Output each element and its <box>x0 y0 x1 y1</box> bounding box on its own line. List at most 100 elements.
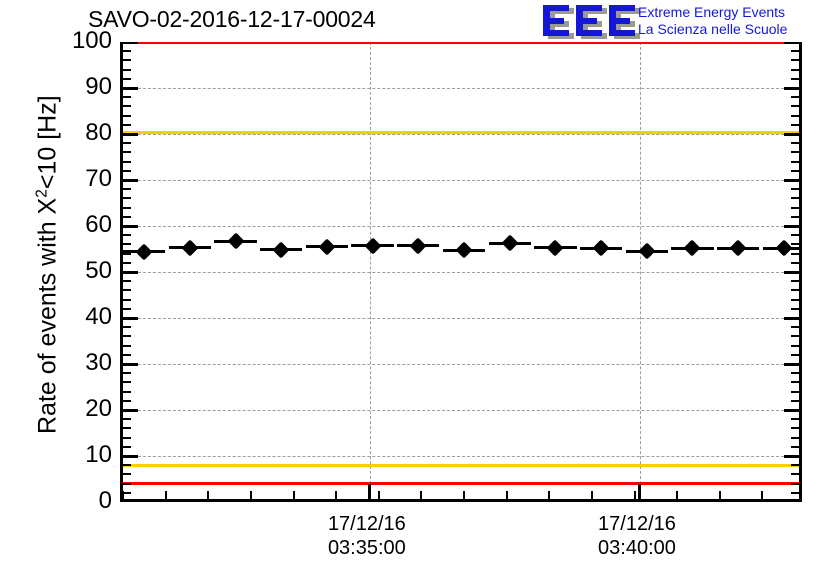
y-axis-tick <box>123 86 138 90</box>
y-axis-tick <box>123 298 131 301</box>
data-point-marker <box>409 237 427 255</box>
y-axis-tick <box>791 399 799 402</box>
y-axis-tick <box>123 178 138 182</box>
y-axis-tick <box>123 418 131 421</box>
y-axis-tick <box>791 123 799 126</box>
y-axis-tick <box>123 169 131 172</box>
y-axis-tick <box>784 178 799 182</box>
eee-logo-mark <box>540 5 640 39</box>
data-point-marker <box>318 238 336 256</box>
threshold-line-upper-warning <box>123 131 799 135</box>
y-axis-tick <box>784 86 799 90</box>
y-axis-tick <box>123 42 138 44</box>
y-axis-tick <box>123 473 131 476</box>
x-axis-tick <box>123 491 124 499</box>
y-axis-tick <box>123 132 138 136</box>
eee-logo-letter-3 <box>609 5 635 36</box>
y-axis-tick <box>123 436 131 439</box>
x-axis-tick-label-line: 03:40:00 <box>598 537 676 559</box>
y-axis-tick <box>791 298 799 301</box>
y-axis-tick <box>123 408 138 412</box>
eee-logo-line1: Extreme Energy Events <box>638 4 786 20</box>
x-axis-tick-major <box>368 484 372 499</box>
threshold-line-lower-alarm <box>123 482 799 486</box>
y-axis-tick <box>784 224 799 228</box>
y-axis-tick <box>791 326 799 329</box>
y-axis-tick <box>791 252 799 255</box>
x-axis-tick-major <box>638 484 642 499</box>
y-axis-tick <box>123 114 131 117</box>
y-axis-tick <box>784 42 799 44</box>
y-axis-tick <box>123 491 131 494</box>
x-axis-tick-label-line: 17/12/16 <box>598 513 676 535</box>
threshold-line-lower-warning <box>123 463 799 467</box>
y-axis-tick <box>791 77 799 80</box>
y-axis-tick <box>123 362 138 366</box>
x-axis-tick <box>335 491 338 499</box>
y-axis-tick-label: 60 <box>85 211 112 238</box>
y-axis-tick <box>791 280 799 283</box>
plot-frame <box>120 42 802 502</box>
eee-logo-letter-1 <box>543 5 569 36</box>
y-axis-tick <box>123 390 131 393</box>
y-axis-tick <box>791 114 799 117</box>
y-axis-tick <box>791 427 799 430</box>
y-axis-tick <box>784 316 799 320</box>
y-axis-tick-label: 20 <box>85 395 112 422</box>
y-axis-tick <box>123 353 131 356</box>
y-axis-tick <box>791 381 799 384</box>
y-axis-tick <box>791 307 799 310</box>
y-axis-tick <box>791 344 799 347</box>
y-axis-tick <box>123 142 131 145</box>
y-axis-tick <box>123 261 131 264</box>
y-axis-tick <box>123 160 131 163</box>
y-axis-tick <box>123 96 131 99</box>
data-point-marker <box>227 232 245 250</box>
y-axis-tick <box>123 427 131 430</box>
y-axis-tick <box>123 335 131 338</box>
y-axis-tick <box>123 197 131 200</box>
gridline-horizontal <box>123 410 799 411</box>
x-axis-tick <box>718 491 721 499</box>
x-axis-tick <box>590 491 593 499</box>
y-axis-tick <box>784 362 799 366</box>
y-axis-tick <box>791 215 799 218</box>
gridline-vertical <box>369 42 371 499</box>
x-axis-tick <box>249 491 252 499</box>
data-point-marker <box>501 234 519 252</box>
y-axis-tick <box>123 206 131 209</box>
gridline-horizontal <box>123 88 799 89</box>
y-axis-tick <box>791 59 799 62</box>
x-axis-tick <box>548 491 551 499</box>
x-axis-tick <box>377 491 380 499</box>
data-point-marker <box>546 239 564 257</box>
page-title: SAVO-02-2016-12-17-00024 <box>88 6 376 32</box>
y-axis-tick-label: 0 <box>98 487 112 514</box>
x-axis-tick-label-line: 03:35:00 <box>327 537 406 559</box>
eee-logo-line2: La Scienza nelle Scuole <box>638 21 788 37</box>
y-axis-tick <box>791 68 799 71</box>
y-axis-tick <box>123 445 131 448</box>
y-axis-tick <box>123 68 131 71</box>
gridline-horizontal <box>123 134 799 135</box>
data-point-marker <box>135 243 153 261</box>
x-axis-tick <box>292 491 295 499</box>
y-axis-tick <box>123 77 131 80</box>
x-axis-tick-label: 17/12/16 03:40:00 <box>537 512 737 560</box>
x-axis-tick <box>676 491 679 499</box>
x-axis-tick <box>164 491 167 499</box>
y-axis-tick <box>123 381 131 384</box>
gridline-horizontal <box>123 364 799 365</box>
y-axis-tick <box>123 215 131 218</box>
y-axis-tick-label: 100 <box>71 27 112 54</box>
y-axis-tick <box>791 188 799 191</box>
y-axis-tick <box>123 123 131 126</box>
y-axis-tick <box>123 105 131 108</box>
x-axis-tick <box>207 491 210 499</box>
eee-logo-letter-2 <box>576 5 602 36</box>
y-axis-tick-label: 80 <box>85 119 112 146</box>
x-axis-tick <box>463 491 465 499</box>
y-axis-tick-label: 30 <box>85 349 112 376</box>
y-axis-tick <box>791 243 799 246</box>
